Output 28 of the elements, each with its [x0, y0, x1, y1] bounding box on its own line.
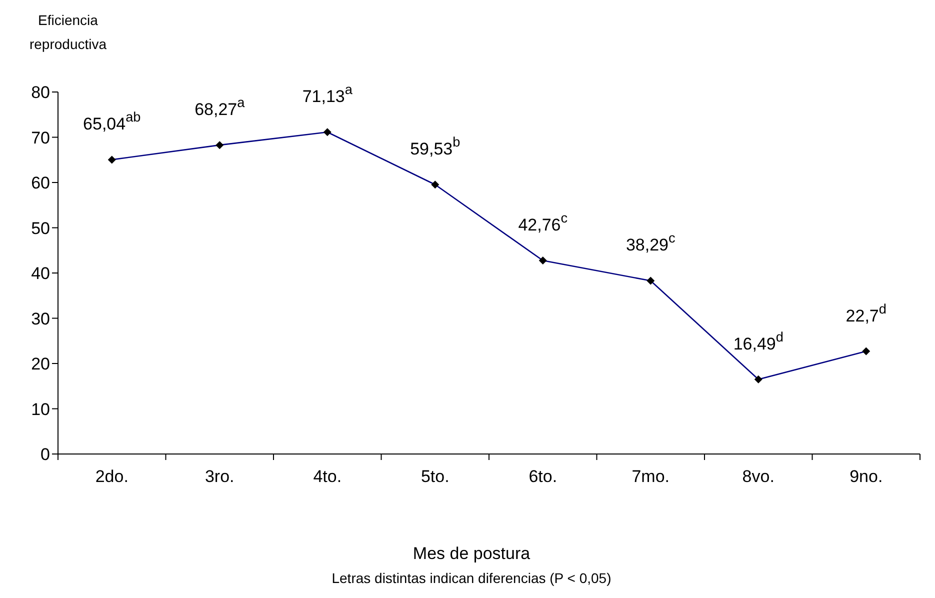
- x-axis-title: Mes de postura: [412, 544, 532, 564]
- x-tick-label: 7mo.: [632, 467, 670, 486]
- y-tick-label: 80: [31, 83, 50, 102]
- x-tick-label: 9no.: [850, 467, 883, 486]
- y-tick-label: 60: [31, 174, 50, 193]
- x-tick-label: 5to.: [420, 467, 450, 486]
- y-tick-label: 50: [31, 218, 50, 238]
- data-label: 71,13$^{a}$: [302, 82, 353, 106]
- y-axis-title: Eficiencia reproductiva: [28, 11, 108, 54]
- x-tick-label: 6to.: [528, 467, 558, 486]
- x-tick-label: 2do.: [95, 467, 128, 486]
- data-label: 68,27$^{a}$: [194, 95, 246, 120]
- data-label: 59,53$^{b}$: [410, 134, 460, 159]
- data-label: 38,29$^{c}$: [626, 230, 676, 255]
- x-tick-label: 8vo.: [742, 467, 774, 486]
- y-tick-label: 0: [40, 445, 50, 464]
- text: Letras distintas indican diferencias (P < 0,05): [330, 570, 612, 586]
- x-tick-label: 4to.: [313, 467, 342, 486]
- y-tick-label: 10: [31, 400, 50, 419]
- y-tick-label: 20: [31, 354, 50, 374]
- y-tick-label: 40: [31, 264, 50, 284]
- data-label: 22,7$^{d}$: [846, 301, 886, 326]
- x-tick-label: 3ro.: [204, 467, 234, 486]
- data-label: 65,04$^{ab}$: [83, 110, 141, 134]
- y-tick-label: 70: [31, 128, 50, 148]
- data-label: 16,49$^{d}$: [733, 329, 784, 354]
- data-label: 42,76$^{c}$: [518, 210, 568, 235]
- y-tick-label: 30: [31, 309, 50, 328]
